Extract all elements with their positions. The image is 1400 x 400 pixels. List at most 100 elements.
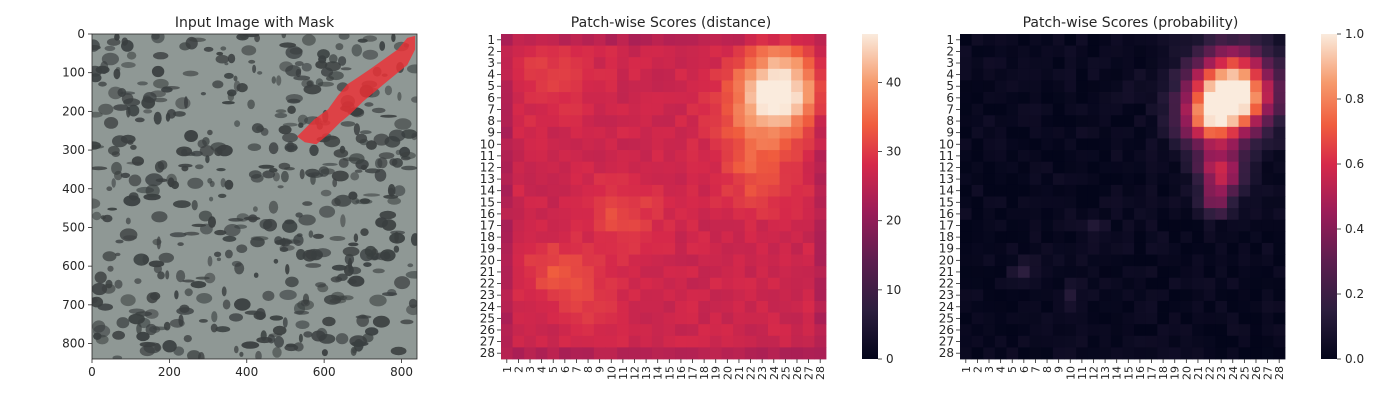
heatmap-cell (663, 324, 676, 337)
heatmap-cell (1168, 219, 1181, 232)
probability-heatmap-cells (960, 34, 1286, 360)
heatmap-cell (1099, 184, 1112, 197)
heatmap-cell (1122, 115, 1135, 128)
texture-spot (284, 167, 295, 171)
heatmap-cell (559, 92, 572, 105)
heatmap-cell (1157, 219, 1170, 232)
heatmap-cell (971, 115, 984, 128)
probability-heatmap-y-axis: 1234567891011121314151617181920212223242… (939, 33, 960, 360)
heatmap-cell (1145, 242, 1158, 255)
colorbar-tick-label: 40 (886, 75, 901, 89)
heatmap-cell (675, 335, 688, 348)
heatmap-cell (570, 80, 583, 93)
heatmap-cell (1157, 68, 1170, 81)
heatmap-cell (1134, 80, 1147, 93)
heatmap-cell (1006, 312, 1019, 325)
heatmap-cell (524, 289, 537, 302)
heatmap-cell (605, 266, 618, 279)
heatmap-cell (1064, 184, 1077, 197)
heatmap-cell (1180, 289, 1193, 302)
heatmap-cell (1157, 173, 1170, 186)
heatmap-x-tick-label: 18 (698, 366, 711, 380)
heatmap-cell (1099, 80, 1112, 93)
texture-spot (174, 290, 179, 300)
heatmap-cell (744, 289, 757, 302)
heatmap-x-tick-label: 28 (814, 366, 827, 380)
heatmap-cell (994, 92, 1007, 105)
texture-spot (321, 67, 333, 77)
heatmap-y-tick-label: 9 (946, 126, 954, 140)
heatmap-cell (767, 115, 780, 128)
heatmap-cell (1157, 34, 1170, 47)
heatmap-cell (1215, 92, 1228, 105)
heatmap-cell (593, 324, 606, 337)
texture-spot (349, 153, 365, 165)
texture-spot (371, 107, 386, 114)
heatmap-cell (686, 231, 699, 244)
heatmap-cell (721, 312, 734, 325)
heatmap-cell (512, 57, 525, 70)
heatmap-cell (802, 92, 815, 105)
texture-spot (176, 146, 193, 157)
heatmap-cell (1192, 231, 1205, 244)
heatmap-cell (1226, 277, 1239, 290)
heatmap-cell (640, 242, 653, 255)
texture-spot (384, 85, 392, 96)
heatmap-x-tick-label: 24 (768, 366, 781, 380)
heatmap-cell (1076, 150, 1089, 163)
heatmap-cell (1192, 68, 1205, 81)
heatmap-cell (1261, 184, 1274, 197)
heatmap-y-tick-label: 6 (946, 91, 954, 105)
heatmap-cell (1099, 68, 1112, 81)
heatmap-cell (651, 115, 664, 128)
heatmap-cell (983, 184, 996, 197)
heatmap-cell (1076, 196, 1089, 209)
heatmap-cell (1041, 196, 1054, 209)
heatmap-cell (1145, 219, 1158, 232)
heatmap-cell (1134, 68, 1147, 81)
heatmap-cell (582, 242, 595, 255)
heatmap-cell (802, 173, 815, 186)
heatmap-cell (1203, 312, 1216, 325)
heatmap-cell (1250, 266, 1263, 279)
heatmap-cell (733, 80, 746, 93)
heatmap-cell (1110, 115, 1123, 128)
heatmap-cell (640, 335, 653, 348)
heatmap-cell (983, 347, 996, 360)
texture-spot (155, 178, 168, 183)
heatmap-cell (617, 138, 630, 151)
heatmap-cell (994, 45, 1007, 58)
texture-spot (130, 144, 137, 150)
heatmap-cell (582, 138, 595, 151)
heatmap-cell (1180, 184, 1193, 197)
heatmap-cell (1052, 277, 1065, 290)
heatmap-cell (1087, 92, 1100, 105)
heatmap-cell (1250, 312, 1263, 325)
heatmap-cell (744, 103, 757, 116)
heatmap-cell (628, 208, 641, 221)
heatmap-cell (1203, 115, 1216, 128)
heatmap-cell (767, 68, 780, 81)
heatmap-x-tick-label: 9 (1053, 366, 1066, 373)
heatmap-cell (1122, 161, 1135, 174)
texture-spot (107, 265, 114, 272)
colorbar-tick-label: 0 (886, 352, 894, 366)
heatmap-y-tick-label: 10 (480, 137, 495, 151)
heatmap-x-tick-label: 7 (1029, 366, 1042, 373)
heatmap-cell (1203, 208, 1216, 221)
heatmap-cell (733, 115, 746, 128)
heatmap-cell (791, 277, 804, 290)
heatmap-cell (1018, 57, 1031, 70)
heatmap-cell (698, 45, 711, 58)
texture-spot (255, 350, 262, 359)
heatmap-cell (1168, 45, 1181, 58)
heatmap-y-tick-label: 16 (939, 207, 954, 221)
heatmap-cell (767, 266, 780, 279)
heatmap-cell (628, 196, 641, 209)
heatmap-cell (1052, 312, 1065, 325)
heatmap-cell (686, 115, 699, 128)
heatmap-cell (698, 289, 711, 302)
heatmap-cell (1215, 231, 1228, 244)
heatmap-cell (1134, 231, 1147, 244)
heatmap-cell (1006, 208, 1019, 221)
